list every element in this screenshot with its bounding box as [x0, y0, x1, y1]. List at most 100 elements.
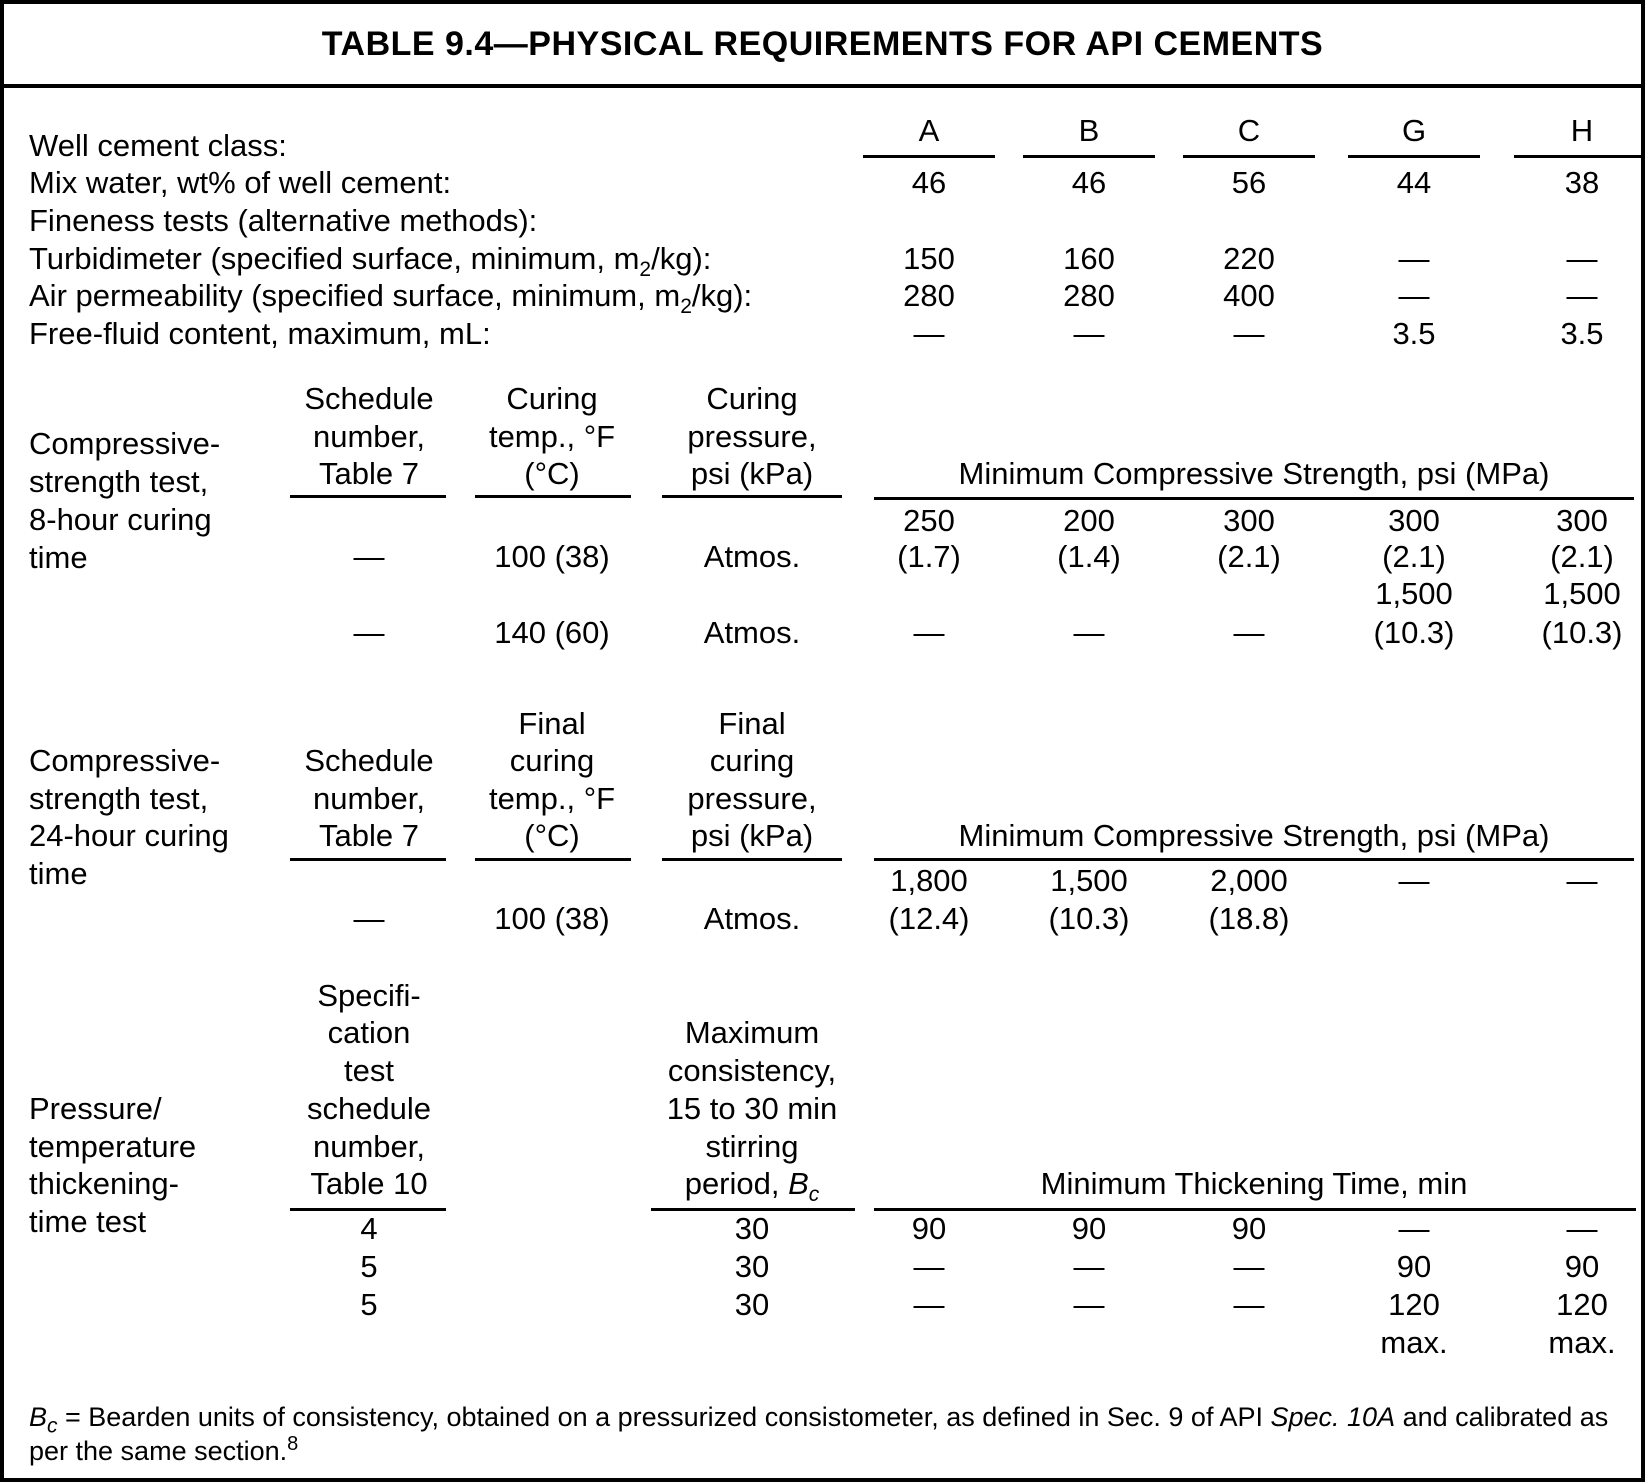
- strength8-r2-mpa-b: —: [1073, 615, 1105, 650]
- strength8-r1-mpa-c: (2.1): [1217, 539, 1281, 574]
- turbidimeter-b: 160: [1063, 241, 1115, 276]
- final-pressure-header-line4: psi (kPa): [690, 818, 814, 853]
- air-permeability-a: 280: [903, 278, 955, 313]
- col-c-underline: [1183, 155, 1315, 158]
- free-fluid-c: —: [1233, 316, 1265, 351]
- thickening-r1-c: 90: [1231, 1211, 1267, 1246]
- strength8-r1-mpa-b: (1.4): [1057, 539, 1121, 574]
- strength24-r1-psi-c: 2,000: [1210, 863, 1288, 898]
- thickening-r3-c: —: [1233, 1287, 1265, 1322]
- consistency-header-text: period,: [684, 1166, 789, 1201]
- footnote-text-1: = Bearden units of consistency, obtained…: [57, 1402, 1271, 1432]
- strength8-r1-psi-h: 300: [1556, 503, 1608, 538]
- turbidimeter-c: 220: [1223, 241, 1275, 276]
- strength8-r1-mpa-a: (1.7): [897, 539, 961, 574]
- thickening-r1-schedule: 4: [360, 1211, 378, 1246]
- mix-water-c: 56: [1231, 165, 1267, 200]
- thickening-r1-g: —: [1398, 1211, 1430, 1246]
- schedule-underline-8h: [290, 495, 446, 498]
- col-g-underline: [1348, 155, 1480, 158]
- strength24-label-line1: Compressive-: [29, 743, 221, 778]
- air-permeability-c: 400: [1223, 278, 1275, 313]
- final-pressure-underline-24h: [662, 858, 842, 861]
- label-subscript: 2: [680, 295, 692, 319]
- final-pressure-header-line1: Final: [718, 706, 786, 741]
- strength8-r1-mpa-g: (2.1): [1382, 539, 1446, 574]
- spec-reference: Spec. 10A: [1270, 1402, 1396, 1432]
- mix-water-b: 46: [1071, 165, 1107, 200]
- strength8-r2-mpa-c: —: [1233, 615, 1265, 650]
- spec-schedule-header-line1: Specifi-: [317, 978, 421, 1013]
- final-temp-header-line4: (°C): [524, 818, 580, 853]
- row-label-free-fluid: Free-fluid content, maximum, mL:: [29, 316, 491, 351]
- final-temp-header-line3: temp., °F: [488, 781, 616, 816]
- strength8-r1-psi-g: 300: [1388, 503, 1440, 538]
- footnote-text-2: and calibrated as per the same section.: [29, 1402, 1609, 1466]
- consistency-header-line1: Maximum: [684, 1015, 820, 1050]
- footnote: Bc = Bearden units of consistency, obtai…: [29, 1400, 1621, 1468]
- thickening-r4-h: max.: [1548, 1325, 1616, 1360]
- thickening-r2-b: —: [1073, 1249, 1105, 1284]
- row-label-fineness-tests: Fineness tests (alternative methods):: [29, 203, 538, 238]
- thickening-r1-a: 90: [911, 1211, 947, 1246]
- bearden-subscript: c: [808, 1183, 820, 1207]
- thickening-r2-schedule: 5: [360, 1249, 378, 1284]
- consistency-header-line5: period, Bc: [684, 1165, 820, 1207]
- thickening-label-line3: thickening-: [29, 1166, 179, 1201]
- col-header-b: B: [1078, 113, 1100, 148]
- table-title: TABLE 9.4—PHYSICAL REQUIREMENTS FOR API …: [321, 24, 1324, 63]
- final-pressure-header-line2: curing: [709, 743, 795, 778]
- col-h-underline: [1514, 155, 1641, 158]
- thickening-r3-h: 120: [1556, 1287, 1608, 1322]
- curing-temp-underline-8h: [475, 495, 631, 498]
- strength24-r1-psi-a: 1,800: [890, 863, 968, 898]
- curing-pressure-underline-8h: [662, 495, 842, 498]
- thickening-r3-schedule: 5: [360, 1287, 378, 1322]
- thickening-label-line1: Pressure/: [29, 1091, 162, 1126]
- row-label-mix-water: Mix water, wt% of well cement:: [29, 165, 452, 200]
- label-subscript: 2: [639, 258, 652, 282]
- consistency-header-line3: 15 to 30 min: [666, 1091, 838, 1126]
- curing-temp-header-line3: (°C): [524, 456, 580, 491]
- row-label-air-permeability: Air permeability (specified surface, min…: [29, 277, 752, 319]
- col-a-underline: [863, 155, 995, 158]
- strength8-r2-mpa-h: (10.3): [1541, 615, 1623, 650]
- schedule24-header-line1: Schedule: [304, 743, 434, 778]
- schedule24-header-line2: number,: [312, 781, 426, 816]
- consistency-underline: [651, 1208, 855, 1211]
- thickening-r3-g: 120: [1388, 1287, 1440, 1322]
- strength8-r2-mpa-g: (10.3): [1373, 615, 1455, 650]
- thickening-r2-a: —: [913, 1249, 945, 1284]
- strength8-r2-psi-h: 1,500: [1543, 576, 1621, 611]
- strength8-label-line4: time: [29, 540, 88, 575]
- mix-water-h: 38: [1564, 165, 1600, 200]
- air-permeability-h: —: [1566, 278, 1598, 313]
- turbidimeter-a: 150: [903, 241, 955, 276]
- min-strength-underline-8h: [874, 497, 1634, 500]
- thickening-r2-g: 90: [1396, 1249, 1432, 1284]
- schedule-header-line3: Table 7: [319, 456, 419, 491]
- strength24-label-line2: strength test,: [29, 781, 209, 816]
- strength8-r2-mpa-a: —: [913, 615, 945, 650]
- strength8-r2-pressure: Atmos.: [703, 615, 801, 650]
- consistency-header-line2: consistency,: [667, 1053, 837, 1088]
- thickening-r3-a: —: [913, 1287, 945, 1322]
- strength24-label-line3: 24-hour curing: [29, 818, 229, 853]
- air-permeability-b: 280: [1063, 278, 1115, 313]
- spec-schedule-header-line2: cation: [327, 1015, 411, 1050]
- strength24-r1-psi-h: —: [1566, 863, 1598, 898]
- strength24-r1-mpa-b: (10.3): [1048, 901, 1130, 936]
- min-thickening-time-header: Minimum Thickening Time, min: [1040, 1166, 1468, 1201]
- min-thickening-time-underline: [874, 1208, 1636, 1211]
- final-temp-header-line2: curing: [509, 743, 595, 778]
- strength24-r1-schedule: —: [353, 901, 385, 936]
- curing-temp-header-line2: temp., °F: [488, 419, 616, 454]
- spec-schedule-underline: [290, 1208, 446, 1211]
- final-temp-underline-24h: [475, 858, 631, 861]
- strength8-r2-psi-g: 1,500: [1375, 576, 1453, 611]
- strength8-min-strength-header: Minimum Compressive Strength, psi (MPa): [958, 456, 1550, 491]
- strength8-label-line1: Compressive-: [29, 426, 221, 461]
- strength8-r1-schedule: —: [353, 539, 385, 574]
- strength8-r1-psi-b: 200: [1063, 503, 1115, 538]
